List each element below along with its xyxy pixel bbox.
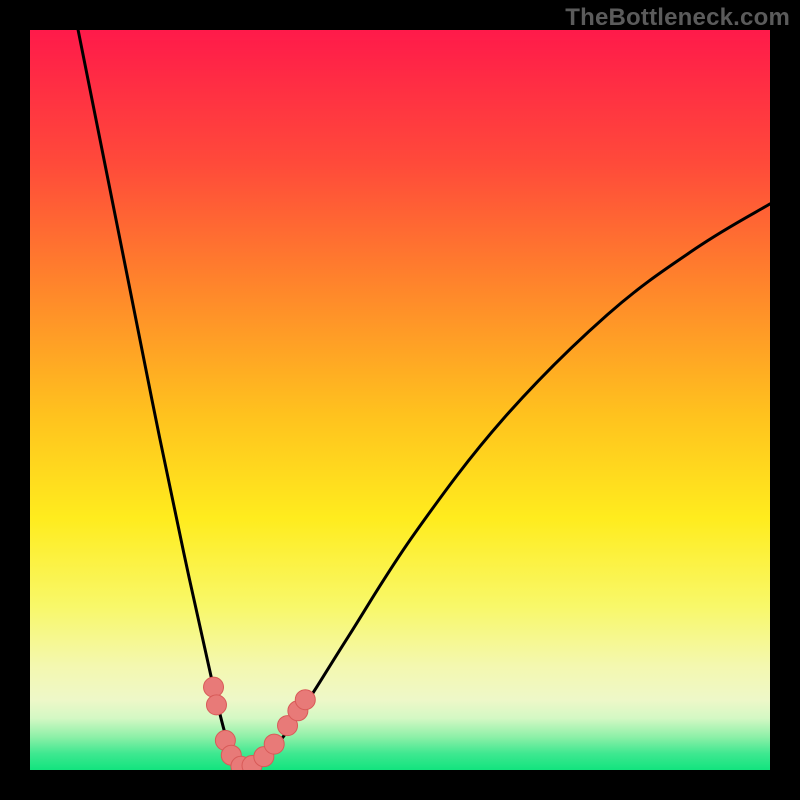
curve-marker bbox=[295, 690, 315, 710]
plot-svg bbox=[30, 30, 770, 770]
watermark-label: TheBottleneck.com bbox=[565, 4, 790, 32]
plot-area bbox=[30, 30, 770, 770]
gradient-background bbox=[30, 30, 770, 770]
curve-marker bbox=[264, 734, 284, 754]
curve-marker bbox=[204, 677, 224, 697]
curve-marker bbox=[206, 695, 226, 715]
chart-frame: TheBottleneck.com bbox=[0, 0, 800, 800]
